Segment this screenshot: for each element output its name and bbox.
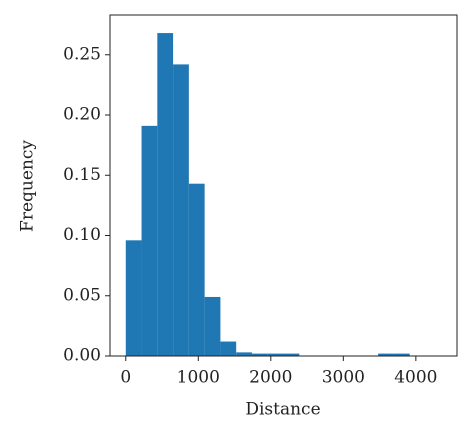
y-tick-label: 0.20 [63, 105, 101, 125]
x-tick-label: 2000 [249, 368, 292, 388]
bar [236, 352, 252, 356]
plot-frame [109, 14, 458, 357]
bar [283, 353, 300, 356]
bar [220, 341, 237, 356]
bar [267, 353, 284, 356]
bar [141, 125, 158, 356]
bar [125, 240, 142, 356]
x-axis-label: Distance [245, 400, 320, 420]
bar [173, 64, 189, 356]
bar [188, 183, 205, 356]
bar [204, 296, 221, 356]
y-tick-label: 0.00 [63, 346, 101, 366]
bar [378, 353, 394, 356]
bar [393, 353, 410, 356]
bar [157, 33, 174, 356]
x-tick-label: 0 [120, 368, 131, 388]
x-tick-label: 4000 [394, 368, 437, 388]
y-tick-label: 0.05 [63, 285, 101, 305]
y-tick-label: 0.15 [63, 165, 101, 185]
y-axis-label: Frequency [18, 140, 38, 232]
x-tick-label: 1000 [177, 368, 220, 388]
bar [251, 353, 268, 356]
y-tick-label: 0.25 [63, 44, 101, 64]
y-tick-label: 0.10 [63, 225, 101, 245]
x-tick-label: 3000 [322, 368, 365, 388]
